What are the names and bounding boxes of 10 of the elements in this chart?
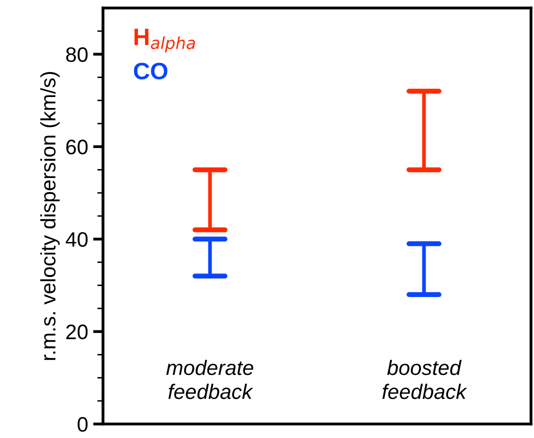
text: CO: [134, 62, 168, 80]
x-tick-label: moderate feedback: [166, 360, 254, 400]
y-tick-label: 0: [78, 417, 88, 432]
y-tick-label: 60: [66, 140, 88, 154]
y-tick-label: 80: [66, 47, 88, 62]
y-tick-label: 20: [66, 324, 88, 340]
x-tick-label: boosted feedback: [382, 360, 468, 400]
y-axis-title: r.m.s. velocity dispersion (km/s): [40, 72, 60, 360]
y-tick-label: 40: [66, 232, 88, 247]
text: H$_{alpha}$: [134, 28, 195, 52]
